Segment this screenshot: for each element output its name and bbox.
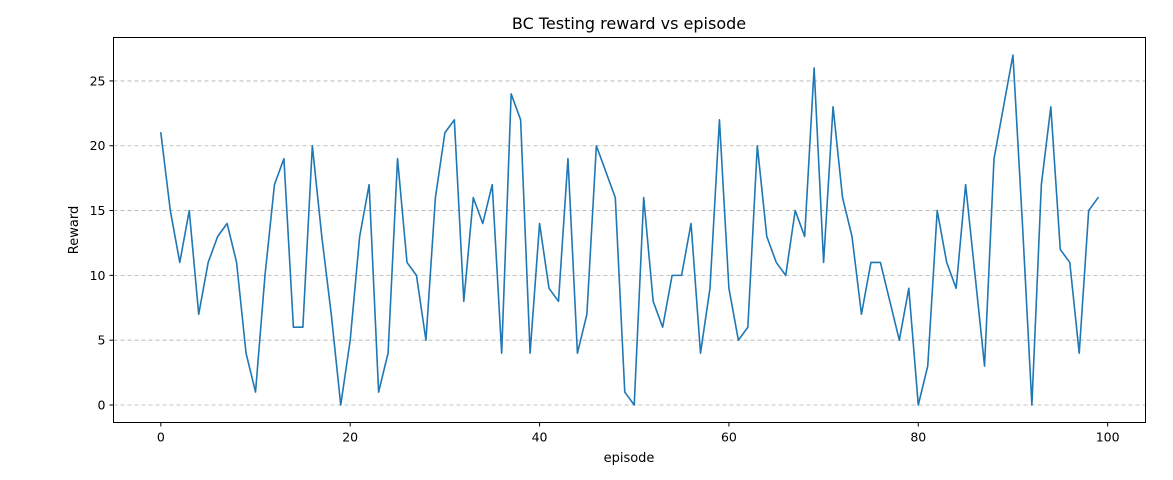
x-tick-label: 40 bbox=[532, 430, 548, 445]
y-tick-label: 25 bbox=[90, 73, 106, 88]
reward-series-line bbox=[160, 54, 1099, 406]
y-axis-label: Reward bbox=[67, 206, 82, 254]
series-layer bbox=[160, 54, 1099, 406]
x-tick-label: 20 bbox=[342, 430, 358, 445]
y-tick-label: 5 bbox=[98, 333, 106, 348]
y-tick-label: 20 bbox=[90, 138, 106, 153]
x-tick-label: 60 bbox=[721, 430, 737, 445]
plot-frame bbox=[113, 37, 1146, 423]
x-axis-label: episode bbox=[604, 451, 655, 466]
x-tick-label: 80 bbox=[910, 430, 926, 445]
x-tick-label: 0 bbox=[157, 430, 165, 445]
y-tick-label: 15 bbox=[90, 203, 106, 218]
grid-lines bbox=[113, 80, 1146, 406]
y-axis-ticks: 0 5 10 15 20 25 bbox=[90, 73, 114, 413]
x-tick-label: 100 bbox=[1096, 430, 1120, 445]
x-axis-ticks: 0 20 40 60 80 100 bbox=[157, 422, 1120, 445]
y-tick-label: 10 bbox=[90, 268, 106, 283]
y-tick-label: 0 bbox=[98, 398, 106, 413]
chart-title: BC Testing reward vs episode bbox=[512, 14, 746, 33]
